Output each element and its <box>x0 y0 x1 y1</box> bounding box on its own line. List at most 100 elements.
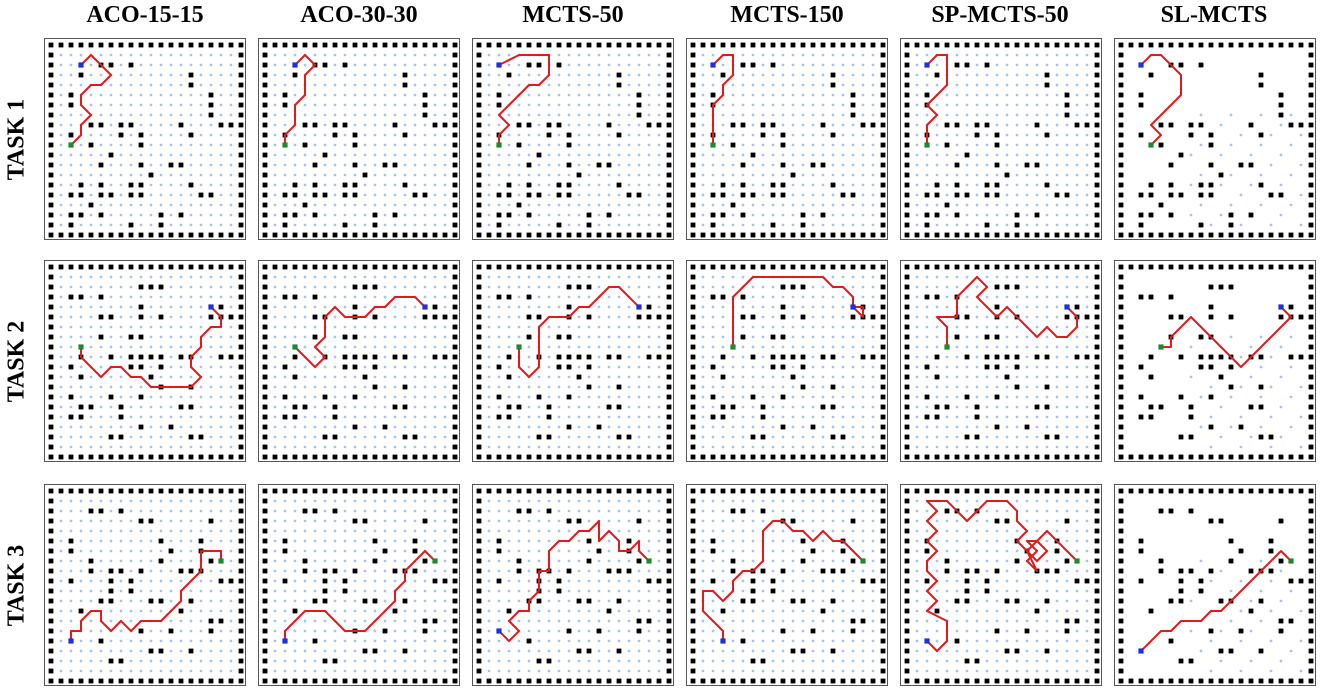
obstacle-cell <box>88 508 94 514</box>
free-cell-dot <box>413 315 417 319</box>
free-cell-dot <box>507 93 511 97</box>
obstacle-cell <box>666 354 672 360</box>
free-cell-dot <box>821 63 825 67</box>
obstacle-cell <box>710 364 716 370</box>
obstacle-cell <box>730 232 736 238</box>
free-cell-dot <box>303 365 307 369</box>
obstacle-cell <box>342 182 348 188</box>
free-cell-dot <box>647 163 651 167</box>
obstacle-cell <box>108 488 114 494</box>
free-cell-dot <box>79 639 83 643</box>
free-cell-dot <box>527 365 531 369</box>
free-cell-dot <box>413 345 417 349</box>
free-cell-dot <box>1065 325 1069 329</box>
free-cell-dot <box>159 93 163 97</box>
obstacle-cell <box>710 192 716 198</box>
free-cell-dot <box>413 355 417 359</box>
free-cell-dot <box>955 435 959 439</box>
free-cell-dot <box>1065 83 1069 87</box>
obstacle-cell <box>546 122 552 128</box>
free-cell-dot <box>915 395 919 399</box>
free-cell-dot <box>69 345 73 349</box>
obstacle-cell <box>740 454 746 460</box>
free-cell-dot <box>861 63 865 67</box>
free-cell-dot <box>179 223 183 227</box>
obstacle-cell <box>1004 284 1010 290</box>
obstacle-cell <box>372 264 378 270</box>
free-cell-dot <box>1259 335 1263 339</box>
obstacle-cell <box>218 232 224 238</box>
free-cell-dot <box>647 405 651 409</box>
obstacle-cell <box>1094 334 1100 340</box>
obstacle-cell <box>1054 232 1060 238</box>
obstacle-cell <box>1308 162 1314 168</box>
free-cell-dot <box>1005 203 1009 207</box>
free-cell-dot <box>771 153 775 157</box>
free-cell-dot <box>1035 133 1039 137</box>
free-cell-dot <box>1025 93 1029 97</box>
free-cell-dot <box>841 93 845 97</box>
obstacle-cell <box>780 284 786 290</box>
obstacle-cell <box>770 264 776 270</box>
obstacle-cell <box>48 354 54 360</box>
obstacle-cell <box>720 294 726 300</box>
obstacle-cell <box>476 112 482 118</box>
free-cell-dot <box>841 325 845 329</box>
free-cell-dot <box>517 163 521 167</box>
free-cell-dot <box>209 415 213 419</box>
obstacle-cell <box>1258 232 1264 238</box>
obstacle-cell <box>770 354 776 360</box>
free-cell-dot <box>487 73 491 77</box>
free-cell-dot <box>507 285 511 289</box>
free-cell-dot <box>517 153 521 157</box>
free-cell-dot <box>219 203 223 207</box>
free-cell-dot <box>1279 375 1283 379</box>
free-cell-dot <box>925 405 929 409</box>
free-cell-dot <box>567 295 571 299</box>
obstacle-cell <box>372 222 378 228</box>
free-cell-dot <box>791 345 795 349</box>
obstacle-cell <box>586 284 592 290</box>
free-cell-dot <box>293 659 297 663</box>
free-cell-dot <box>557 173 561 177</box>
obstacle-cell <box>880 52 886 58</box>
free-cell-dot <box>313 223 317 227</box>
obstacle-cell <box>760 42 766 48</box>
free-cell-dot <box>393 335 397 339</box>
free-cell-dot <box>363 113 367 117</box>
free-cell-dot <box>313 529 317 533</box>
free-cell-dot <box>985 213 989 217</box>
free-cell-dot <box>731 275 735 279</box>
free-cell-dot <box>89 153 93 157</box>
free-cell-dot <box>1085 325 1089 329</box>
free-cell-dot <box>1025 335 1029 339</box>
obstacle-cell <box>1218 42 1224 48</box>
free-cell-dot <box>443 375 447 379</box>
obstacle-cell <box>566 192 572 198</box>
free-cell-dot <box>59 325 63 329</box>
obstacle-cell <box>1094 294 1100 300</box>
obstacle-cell <box>322 434 328 440</box>
free-cell-dot <box>497 275 501 279</box>
free-cell-dot <box>1259 173 1263 177</box>
free-cell-dot <box>597 63 601 67</box>
free-cell-dot <box>861 445 865 449</box>
free-cell-dot <box>731 93 735 97</box>
free-cell-dot <box>303 639 307 643</box>
free-cell-dot <box>1035 375 1039 379</box>
obstacle-cell <box>312 232 318 238</box>
obstacle-cell <box>238 82 244 88</box>
free-cell-dot <box>851 133 855 137</box>
obstacle-cell <box>262 232 268 238</box>
obstacle-cell <box>332 122 338 128</box>
free-cell-dot <box>59 123 63 127</box>
free-cell-dot <box>915 355 919 359</box>
free-cell-dot <box>119 223 123 227</box>
free-cell-dot <box>1085 445 1089 449</box>
free-cell-dot <box>577 415 581 419</box>
free-cell-dot <box>831 325 835 329</box>
obstacle-cell <box>148 172 154 178</box>
free-cell-dot <box>129 519 133 523</box>
obstacle-cell <box>626 192 632 198</box>
obstacle-cell <box>98 334 104 340</box>
